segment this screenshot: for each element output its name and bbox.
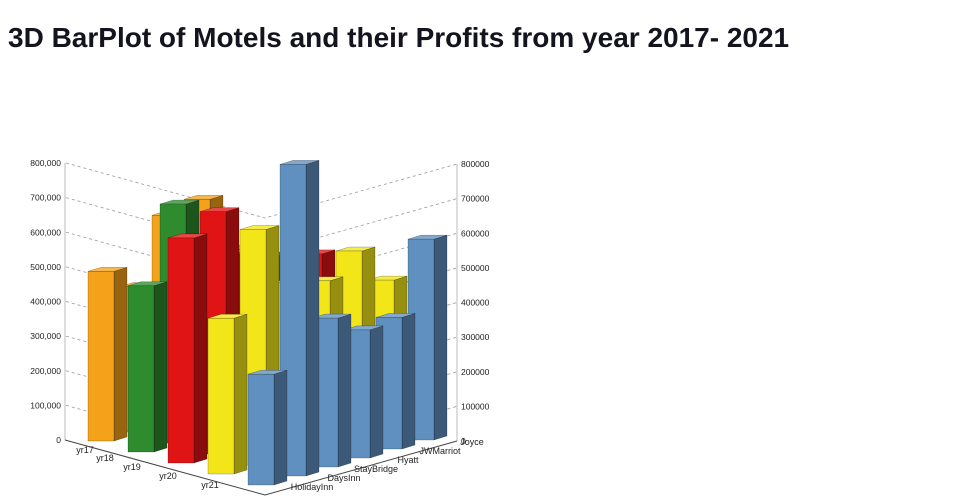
left-axis-tick-label: 400,000 bbox=[30, 297, 61, 307]
right-axis-tick-label: 400000 bbox=[461, 298, 490, 308]
right-axis-tick-label: 0 bbox=[461, 436, 466, 446]
year-axis-label: yr21 bbox=[201, 480, 219, 490]
left-axis-tick-label: 600,000 bbox=[30, 227, 61, 237]
bar-yr18-HolidayInn bbox=[127, 281, 168, 453]
gridline bbox=[65, 162, 458, 219]
left-axis-tick-label: 500,000 bbox=[30, 262, 61, 272]
year-axis-label: yr19 bbox=[123, 462, 141, 472]
motel-axis-label: JWMarriot bbox=[420, 446, 461, 456]
left-axis-tick-label: 100,000 bbox=[30, 400, 61, 410]
bar-yr21-HolidayInn bbox=[247, 369, 288, 486]
bar-yr20-HolidayInn bbox=[207, 313, 248, 475]
motel-axis-label: DaysInn bbox=[327, 473, 360, 483]
right-axis-tick-label: 300000 bbox=[461, 332, 490, 342]
year-axis-label: yr18 bbox=[96, 453, 114, 463]
right-axis-tick-label: 700000 bbox=[461, 194, 490, 204]
left-axis-tick-label: 700,000 bbox=[30, 193, 61, 203]
left-axis-tick-label: 300,000 bbox=[30, 331, 61, 341]
motel-axis-label: StayBridge bbox=[354, 464, 398, 474]
page-title: 3D BarPlot of Motels and their Profits f… bbox=[8, 22, 790, 53]
left-axis-tick-label: 0 bbox=[56, 435, 61, 445]
left-axis-tick-label: 200,000 bbox=[30, 366, 61, 376]
year-axis-label: yr20 bbox=[159, 471, 177, 481]
floor-edge bbox=[64, 439, 458, 496]
bar-yr19-HolidayInn bbox=[167, 233, 208, 464]
right-axis-tick-label: 600000 bbox=[461, 228, 490, 238]
left-axis-tick-label: 800,000 bbox=[30, 158, 61, 168]
year-axis-label: yr17 bbox=[76, 445, 94, 455]
bar-yr17-HolidayInn bbox=[87, 266, 128, 442]
motel-axis-label: Joyce bbox=[460, 437, 484, 447]
right-axis-tick-label: 200000 bbox=[461, 367, 490, 377]
motel-axis-label: HolidayInn bbox=[291, 482, 334, 492]
motel-axis-label: Hyatt bbox=[397, 455, 419, 465]
right-axis-tick-label: 800000 bbox=[461, 159, 490, 169]
right-axis-tick-label: 100000 bbox=[461, 401, 490, 411]
right-axis-tick-label: 500000 bbox=[461, 263, 490, 273]
